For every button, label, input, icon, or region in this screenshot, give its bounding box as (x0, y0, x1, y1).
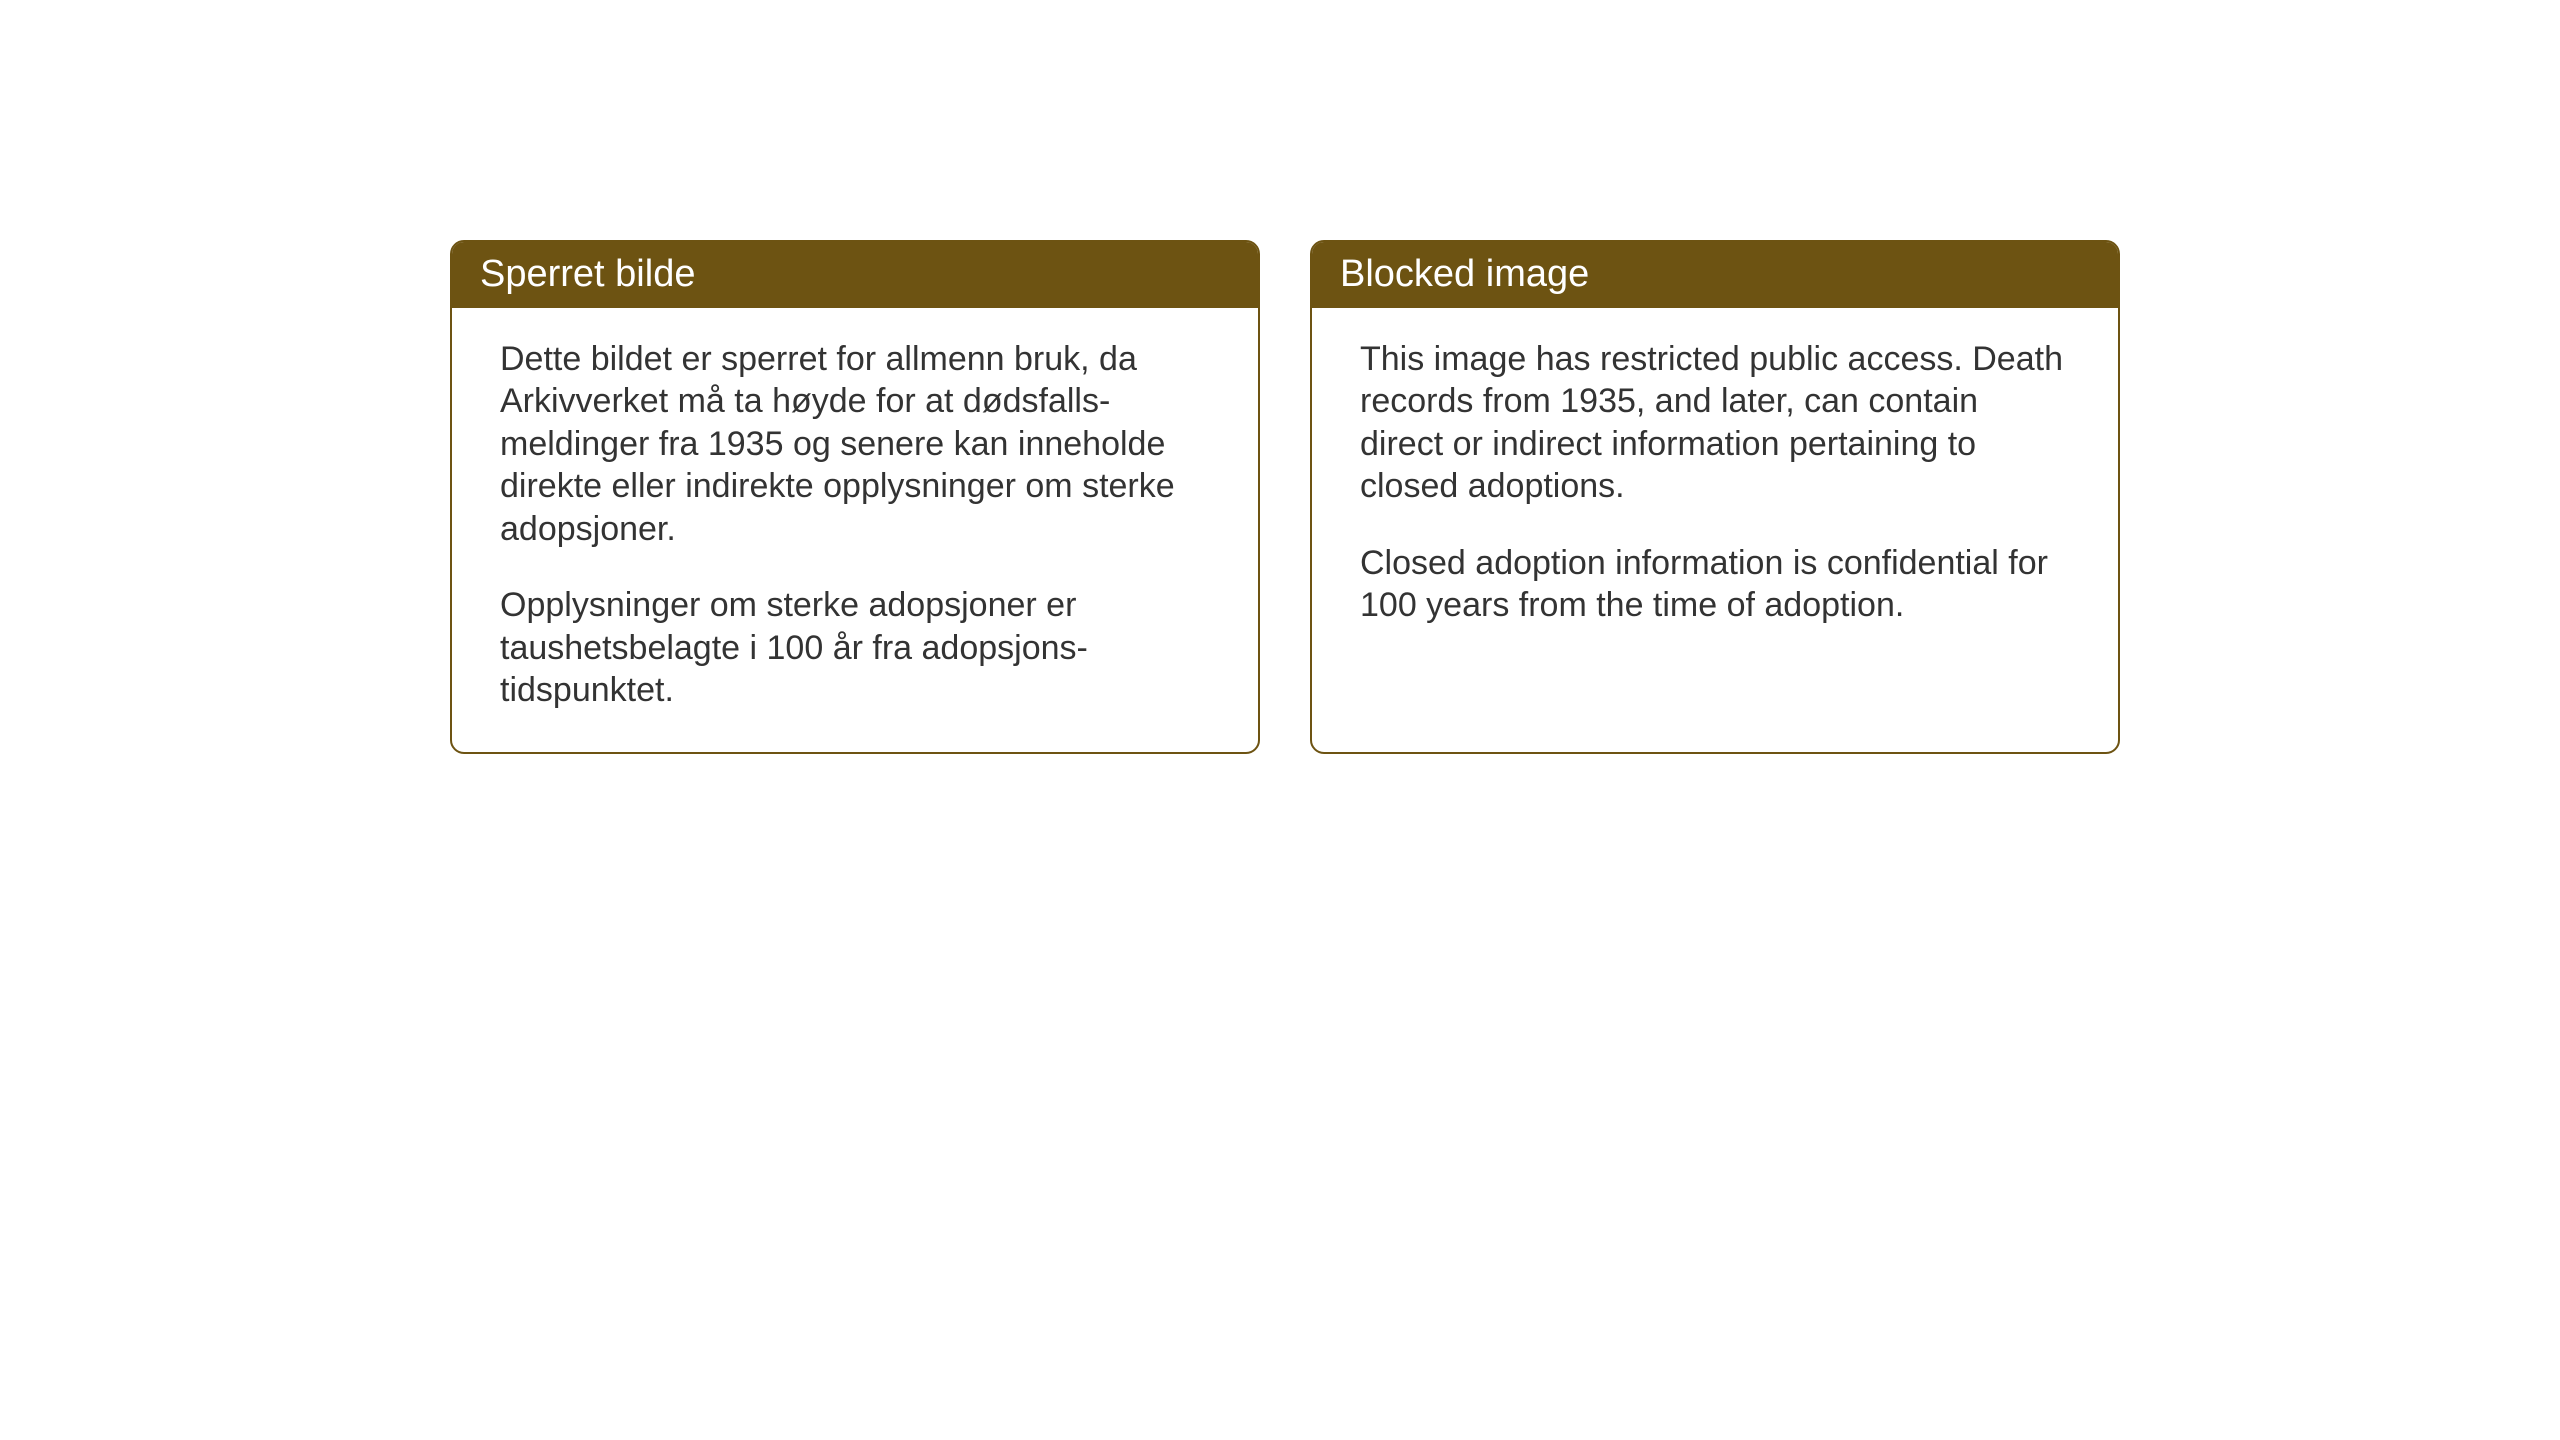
english-card-title: Blocked image (1340, 253, 1589, 295)
english-card-body: This image has restricted public access.… (1312, 308, 2118, 728)
norwegian-card-title: Sperret bilde (480, 253, 695, 295)
norwegian-card-header: Sperret bilde (452, 242, 1258, 308)
norwegian-paragraph-1: Dette bildet er sperret for allmenn bruk… (500, 338, 1210, 551)
english-notice-card: Blocked image This image has restricted … (1310, 240, 2120, 754)
english-paragraph-2: Closed adoption information is confident… (1360, 542, 2070, 627)
norwegian-notice-card: Sperret bilde Dette bildet er sperret fo… (450, 240, 1260, 754)
norwegian-paragraph-2: Opplysninger om sterke adopsjoner er tau… (500, 584, 1210, 712)
norwegian-card-body: Dette bildet er sperret for allmenn bruk… (452, 308, 1258, 752)
english-paragraph-1: This image has restricted public access.… (1360, 338, 2070, 508)
notice-cards-container: Sperret bilde Dette bildet er sperret fo… (450, 240, 2120, 754)
english-card-header: Blocked image (1312, 242, 2118, 308)
